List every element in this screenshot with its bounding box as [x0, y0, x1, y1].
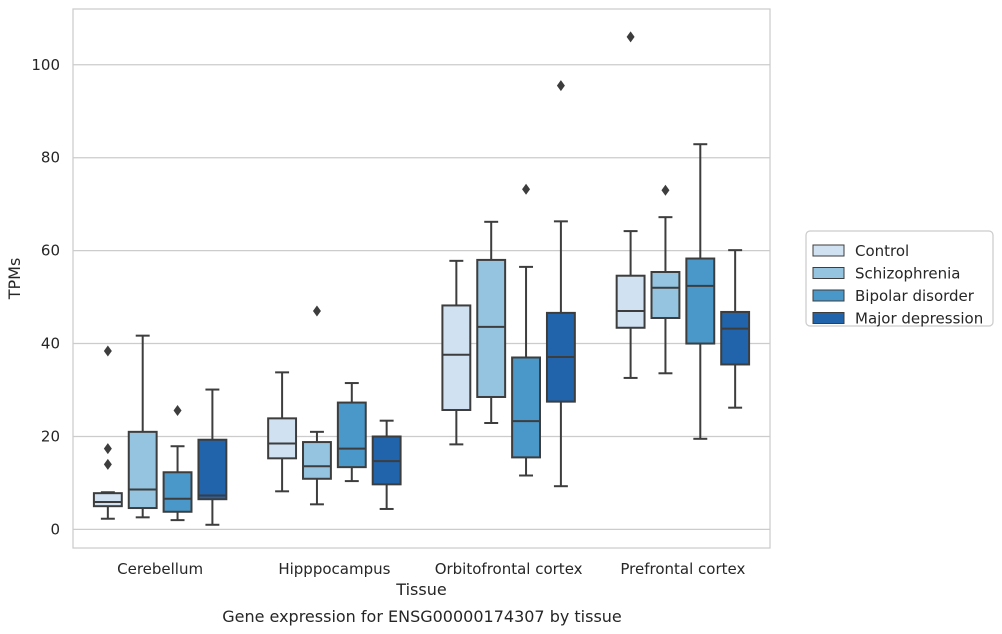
y-tick-label: 0: [50, 520, 60, 538]
x-tick-labels: Cerebellum Hipppocampus Orbitofrontal cort…: [117, 560, 745, 578]
legend-swatch: [812, 289, 845, 302]
y-tick-label: 80: [41, 149, 60, 167]
legend-item: Major depression: [812, 310, 983, 328]
box-body: [197, 438, 228, 501]
box-body: [267, 417, 298, 460]
box-1-3: [371, 419, 402, 510]
y-tick-label: 20: [41, 427, 60, 445]
legend-label: Control: [855, 242, 909, 260]
y-tick-label: 60: [41, 242, 60, 260]
box-body: [511, 356, 541, 459]
outlier-point: [312, 305, 321, 317]
outlier-point: [556, 80, 565, 92]
box-3-1: [650, 184, 681, 375]
box-1-0: [267, 371, 298, 493]
gridlines: [73, 64, 770, 531]
box-body: [615, 274, 646, 329]
chart-caption: Gene expression for ENSG00000174307 by t…: [222, 607, 622, 626]
box-body: [162, 471, 193, 513]
box-3-0: [615, 31, 646, 379]
box-layer: [92, 31, 751, 526]
box-0-0: [92, 345, 123, 520]
box-1-1: [302, 305, 332, 506]
outlier-point: [103, 443, 112, 455]
y-tick-label: 100: [31, 56, 60, 74]
box-body: [127, 430, 158, 510]
x-tick-label: Cerebellum: [117, 560, 203, 578]
box-0-3: [197, 388, 228, 526]
box-body: [336, 401, 367, 469]
box-body: [92, 492, 123, 508]
legend-swatch: [812, 267, 845, 279]
y-axis-label: TPMs: [5, 258, 24, 301]
box-2-0: [441, 259, 472, 446]
legend-label: Schizophrenia: [855, 265, 960, 283]
legend-item: Bipolar disorder: [812, 287, 975, 305]
box-body: [476, 258, 507, 398]
legend-label: Major depression: [855, 310, 983, 328]
legend-frame: [805, 230, 994, 327]
box-3-2: [685, 143, 716, 440]
box-0-2: [162, 404, 193, 522]
outlier-point: [661, 184, 670, 196]
box-3-3: [720, 249, 751, 409]
x-axis-label: Tissue: [395, 580, 446, 599]
box-2-2: [511, 183, 541, 477]
outlier-point: [103, 458, 112, 470]
outlier-point: [522, 183, 531, 195]
y-tick-labels: 0 20 40 60 80 100: [31, 56, 60, 539]
box-body: [685, 257, 716, 345]
legend-swatch: [812, 244, 845, 257]
outlier-point: [103, 345, 112, 357]
legend-item: Schizophrenia: [812, 265, 960, 283]
box-body: [441, 304, 472, 411]
y-tick-label: 40: [41, 335, 60, 353]
outlier-point: [173, 404, 182, 416]
x-tick-label: Orbitofrontal cortex: [435, 560, 583, 578]
box-2-1: [476, 220, 507, 425]
plot-frame: [72, 8, 771, 549]
box-body: [302, 441, 332, 480]
outlier-point: [626, 31, 635, 43]
legend-label: Bipolar disorder: [855, 287, 975, 305]
legend: Control Schizophrenia Bipolar disorder Majo…: [805, 230, 994, 328]
legend-swatch: [812, 312, 845, 324]
box-0-1: [127, 334, 158, 519]
x-tick-label: Prefrontal cortex: [620, 560, 745, 578]
box-1-2: [336, 382, 367, 483]
box-body: [720, 310, 751, 366]
box-2-3: [545, 80, 576, 488]
legend-item: Control: [812, 242, 909, 260]
x-tick-label: Hipppocampus: [278, 560, 390, 578]
box-body: [650, 270, 681, 319]
